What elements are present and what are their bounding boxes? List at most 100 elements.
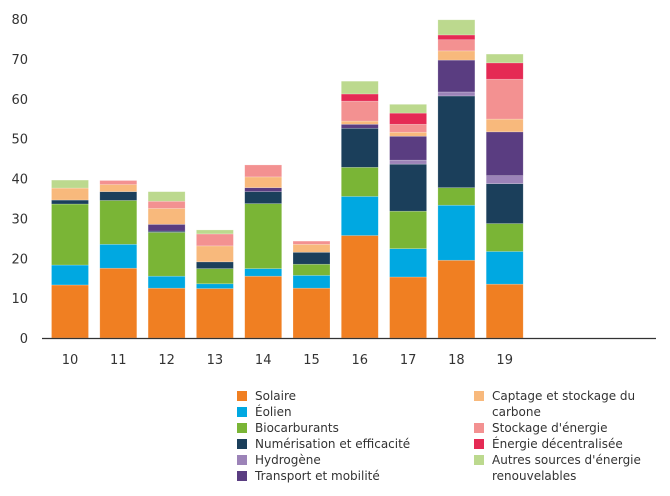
bar-segment [99, 191, 138, 201]
bar-stack-15 [292, 240, 331, 339]
bar-segment [244, 191, 282, 204]
legend-item: Énergie décentralisée [474, 436, 652, 452]
bar-segment [437, 204, 476, 261]
bar-stack-13 [196, 229, 234, 339]
bar-segment [196, 233, 234, 247]
y-tick-label: 60 [11, 93, 28, 108]
bar-segment [340, 127, 379, 168]
legend-swatch [474, 455, 484, 465]
bar-segment [292, 263, 331, 276]
bar-segment [389, 163, 427, 212]
bar-segment [99, 267, 138, 339]
bar-segment [437, 19, 476, 36]
legend-item: Numérisation et efficacité [237, 436, 410, 452]
legend-item: Stockage d'énergie [474, 420, 652, 436]
bar-segment [196, 268, 234, 285]
y-tick-label: 20 [11, 252, 28, 267]
bar-segment [485, 223, 524, 252]
bar-segment [389, 112, 427, 125]
x-tick-label: 17 [400, 353, 417, 368]
legend-label: Énergie décentralisée [492, 437, 623, 451]
bar-stack-14 [244, 164, 282, 339]
legend-label: Éolien [255, 405, 292, 419]
bar-segment [99, 243, 138, 269]
bar-segment [51, 187, 89, 201]
legend-column-2: Captage et stockage du carbone Stockage d… [474, 388, 652, 484]
bar-segment [437, 91, 476, 97]
legend-label: Transport et mobilité [255, 469, 380, 483]
bar-segment [51, 199, 89, 205]
legend-label: Solaire [255, 389, 297, 403]
bar-segment [196, 245, 234, 263]
bar-segment [147, 191, 186, 202]
bar-segment [244, 187, 282, 192]
legend-column-1: Solaire Éolien Biocarburants Numérisation e… [237, 388, 410, 484]
y-tick-label: 70 [11, 53, 28, 68]
bar-segment [147, 287, 186, 339]
bar-segment [244, 176, 282, 188]
bar-segment [51, 203, 89, 266]
y-tick-label: 10 [11, 292, 28, 307]
bar-stack-18 [437, 19, 476, 339]
bar-segment [51, 264, 89, 286]
bar-segment [292, 251, 331, 265]
y-axis: 0 10 20 30 40 50 60 70 80 [11, 13, 28, 347]
y-tick-label: 80 [11, 13, 28, 28]
legend-swatch [237, 471, 247, 481]
legend-label: Biocarburants [255, 421, 339, 435]
bar-segment [389, 248, 427, 278]
legend-item: Transport et mobilité [237, 468, 410, 484]
legend-item: Éolien [237, 404, 410, 420]
bar-segment [147, 224, 186, 232]
bar-stack-11 [99, 180, 138, 339]
bar-segment [485, 131, 524, 177]
bar-segment [485, 118, 524, 133]
legend-swatch [237, 407, 247, 417]
bar-segment [196, 288, 234, 339]
bar-segment [485, 78, 524, 120]
bar-segment [485, 183, 524, 224]
bar-segment [389, 210, 427, 249]
bar-segment [340, 123, 379, 129]
bar-stack-16 [340, 80, 379, 339]
bar-segment [147, 275, 186, 289]
bar-segment [340, 196, 379, 236]
bar-segment [244, 275, 282, 339]
legend-swatch [474, 439, 484, 449]
y-tick-label: 30 [11, 212, 28, 227]
legend-item: Captage et stockage du carbone [474, 388, 652, 420]
bar-segment [244, 203, 282, 269]
bar-segment [485, 53, 524, 64]
bar-segment [196, 229, 234, 235]
bar-segment [147, 200, 186, 209]
x-tick-label: 16 [352, 353, 369, 368]
bar-segment [437, 59, 476, 93]
x-tick-label: 13 [207, 353, 224, 368]
legend-label: Stockage d'énergie [492, 421, 608, 435]
bar-stack-19 [485, 53, 524, 339]
bar-segment [485, 175, 524, 184]
bar-segment [340, 235, 379, 339]
bar-segment [437, 34, 476, 41]
bar-segment [485, 251, 524, 285]
bar-segment [196, 261, 234, 269]
bar-segment [147, 232, 186, 277]
bar-stack-12 [147, 191, 186, 339]
bar-segment [437, 95, 476, 188]
bar-segment [244, 268, 282, 277]
bar-segment [340, 120, 379, 125]
x-tick-label: 14 [255, 353, 272, 368]
y-tick-label: 0 [20, 332, 28, 347]
bar-segment [389, 104, 427, 114]
legend-item: Autres sources d'énergie renouvelables [474, 452, 652, 484]
x-tick-label: 12 [158, 353, 175, 368]
bar-stack-10 [51, 179, 89, 339]
legend-label: Autres sources d'énergie renouvelables [492, 453, 641, 483]
legend-swatch [237, 391, 247, 401]
bar-segment [292, 243, 331, 253]
x-tick-label: 10 [62, 353, 79, 368]
bar-segment [437, 39, 476, 52]
bar-segment [437, 50, 476, 61]
bar-segment [196, 283, 234, 289]
legend-label: Hydrogène [255, 453, 321, 467]
